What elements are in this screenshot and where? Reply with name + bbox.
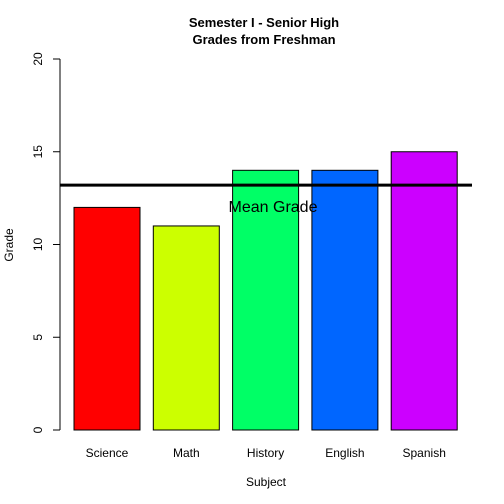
bar-spanish [390,151,458,431]
x-tick-label-science: Science [86,446,129,460]
y-tick-label: 15 [31,145,45,159]
x-tick-label-english: English [325,446,364,460]
y-axis: 0 5 10 15 20 [31,52,61,433]
y-tick-label: 20 [31,52,45,66]
x-axis-label: Subject [246,475,287,489]
bar-math [152,225,220,431]
bar-science [73,206,141,431]
bars-group [73,151,458,431]
bar-history [232,169,300,431]
mean-grade-label: Mean Grade [229,199,318,216]
x-tick-label-history: History [247,446,284,460]
y-tick-label: 0 [31,426,45,433]
y-axis-label: Grade [2,228,16,262]
bar-english [311,169,379,431]
x-tick-labels: Science Math History English Spanish [86,446,446,460]
y-tick-label: 5 [31,334,45,341]
x-tick-label-math: Math [173,446,200,460]
y-tick-label: 10 [31,238,45,252]
chart-title-line-2: Grades from Freshman [192,32,335,47]
x-tick-label-spanish: Spanish [403,446,446,460]
chart-title-line-1: Semester I - Senior High [189,15,339,30]
